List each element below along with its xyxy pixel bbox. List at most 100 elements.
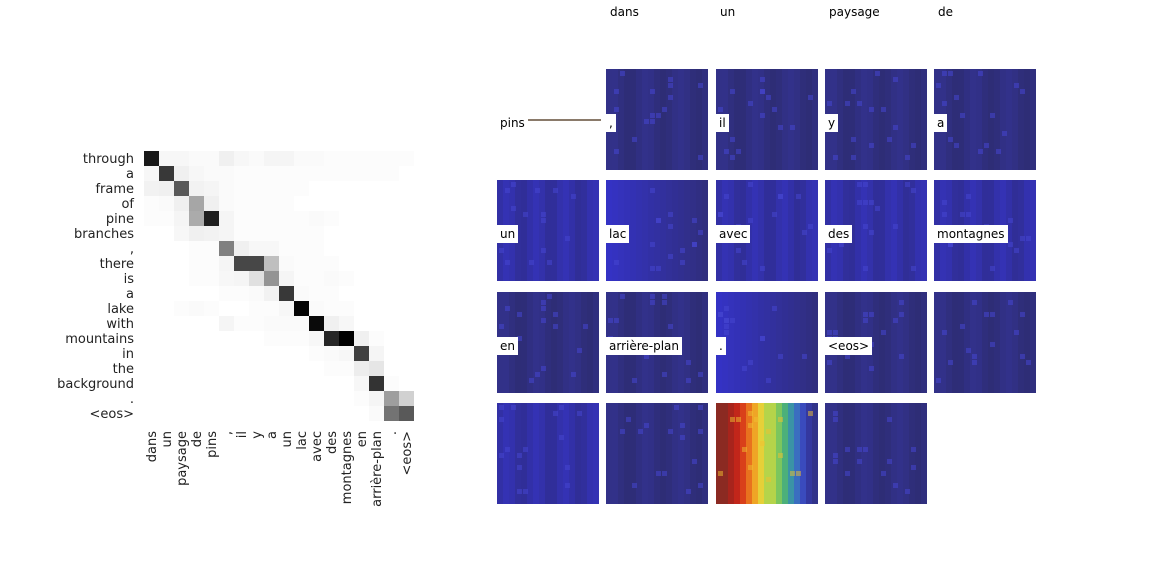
heatmap-cell bbox=[249, 301, 264, 316]
attention-tile bbox=[934, 69, 1036, 170]
caption-connector-line bbox=[525, 119, 601, 121]
heatmap-cell bbox=[354, 331, 369, 346]
heatmap-cell bbox=[294, 151, 309, 166]
heatmap-cell bbox=[174, 361, 189, 376]
heatmap-cell bbox=[309, 226, 324, 241]
heatmap-cell bbox=[249, 256, 264, 271]
heatmap-cell bbox=[369, 331, 384, 346]
heatmap-y-tick-label: <eos> bbox=[89, 407, 134, 422]
heatmap-cell bbox=[399, 166, 414, 181]
heatmap-x-tick-label: . bbox=[385, 431, 400, 435]
heatmap-cell bbox=[324, 391, 339, 406]
heatmap-cell bbox=[219, 391, 234, 406]
heatmap-cell bbox=[174, 166, 189, 181]
heatmap-cell bbox=[279, 286, 294, 301]
heatmap-cell bbox=[144, 346, 159, 361]
heatmap-cell bbox=[219, 361, 234, 376]
heatmap-cell bbox=[399, 211, 414, 226]
heatmap-cell bbox=[249, 226, 264, 241]
heatmap-cell bbox=[159, 391, 174, 406]
heatmap-cell bbox=[294, 181, 309, 196]
heatmap-cell bbox=[279, 361, 294, 376]
heatmap-cell bbox=[159, 376, 174, 391]
heatmap-cell bbox=[309, 151, 324, 166]
heatmap-cell bbox=[324, 196, 339, 211]
heatmap-cell bbox=[324, 241, 339, 256]
heatmap-cell bbox=[339, 151, 354, 166]
heatmap-cell bbox=[324, 181, 339, 196]
heatmap-cell bbox=[219, 211, 234, 226]
heatmap-cell bbox=[399, 301, 414, 316]
heatmap-cell bbox=[309, 211, 324, 226]
heatmap-cell bbox=[219, 406, 234, 421]
heatmap-cell bbox=[249, 211, 264, 226]
heatmap-cell bbox=[189, 316, 204, 331]
heatmap-cell bbox=[249, 166, 264, 181]
heatmap-cell bbox=[189, 361, 204, 376]
heatmap-cell bbox=[234, 316, 249, 331]
heatmap-cell bbox=[339, 256, 354, 271]
heatmap-x-tick-label: montagnes bbox=[340, 431, 355, 504]
heatmap-cell bbox=[159, 331, 174, 346]
heatmap-cell bbox=[384, 241, 399, 256]
heatmap-cell bbox=[294, 376, 309, 391]
heatmap-cell bbox=[189, 181, 204, 196]
heatmap-cell bbox=[384, 151, 399, 166]
heatmap-cell bbox=[354, 316, 369, 331]
heatmap-cell bbox=[174, 196, 189, 211]
heatmap-cell bbox=[354, 166, 369, 181]
heatmap-cell bbox=[144, 226, 159, 241]
heatmap-cell bbox=[369, 196, 384, 211]
heatmap-cell bbox=[249, 406, 264, 421]
attention-tile bbox=[934, 292, 1036, 393]
heatmap-cell bbox=[264, 406, 279, 421]
heatmap-cell bbox=[279, 241, 294, 256]
heatmap-cell bbox=[204, 151, 219, 166]
heatmap-cell bbox=[159, 346, 174, 361]
heatmap-cell bbox=[324, 301, 339, 316]
heatmap-cell bbox=[264, 301, 279, 316]
heatmap-cell bbox=[174, 256, 189, 271]
heatmap-cell bbox=[384, 301, 399, 316]
heatmap-cell bbox=[339, 301, 354, 316]
heatmap-cell bbox=[354, 196, 369, 211]
heatmap-cell bbox=[324, 271, 339, 286]
heatmap-cell bbox=[384, 226, 399, 241]
heatmap-cell bbox=[384, 316, 399, 331]
grid-column-heading: de bbox=[938, 5, 953, 19]
heatmap-cell bbox=[174, 271, 189, 286]
heatmap-cell bbox=[384, 361, 399, 376]
heatmap-cell bbox=[189, 391, 204, 406]
heatmap-cell bbox=[279, 211, 294, 226]
heatmap-cell bbox=[204, 211, 219, 226]
heatmap-cell bbox=[324, 361, 339, 376]
heatmap-cell bbox=[384, 166, 399, 181]
heatmap-cell bbox=[339, 406, 354, 421]
heatmap-cell bbox=[234, 256, 249, 271]
heatmap-cell bbox=[279, 406, 294, 421]
heatmap-cell bbox=[369, 211, 384, 226]
heatmap-cell bbox=[174, 226, 189, 241]
heatmap-cell bbox=[399, 181, 414, 196]
heatmap-cell bbox=[159, 211, 174, 226]
heatmap-x-tick-label: dans bbox=[145, 431, 160, 462]
heatmap-cell bbox=[204, 241, 219, 256]
heatmap-cell bbox=[309, 166, 324, 181]
heatmap-y-tick-label: a bbox=[126, 287, 134, 302]
heatmap-cell bbox=[339, 361, 354, 376]
heatmap-cell bbox=[189, 271, 204, 286]
heatmap-x-tick-label: des bbox=[325, 431, 340, 454]
heatmap-cell bbox=[219, 271, 234, 286]
heatmap-cell bbox=[159, 301, 174, 316]
heatmap-cell bbox=[309, 286, 324, 301]
heatmap-cell bbox=[354, 361, 369, 376]
heatmap-cell bbox=[384, 286, 399, 301]
heatmap-cell bbox=[264, 256, 279, 271]
heatmap-y-tick-label: . bbox=[130, 392, 134, 407]
heatmap-cell bbox=[234, 211, 249, 226]
heatmap-cell bbox=[279, 346, 294, 361]
heatmap-cell bbox=[324, 376, 339, 391]
heatmap-cell bbox=[159, 271, 174, 286]
heatmap-cell bbox=[294, 211, 309, 226]
tile-caption: y bbox=[825, 114, 839, 132]
